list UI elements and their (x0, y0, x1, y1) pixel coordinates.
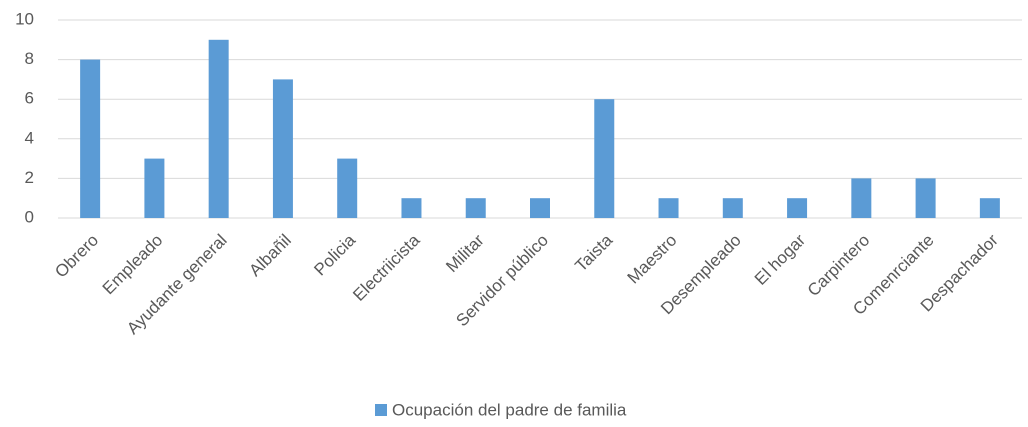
x-tick-label: Policia (310, 230, 359, 279)
bar (722, 198, 743, 218)
bar (979, 198, 1000, 218)
bar (465, 198, 486, 218)
x-tick-label: Carpintero (804, 231, 874, 301)
bar (658, 198, 679, 218)
legend-label: Ocupación del padre de familia (392, 400, 627, 419)
y-tick-label: 8 (25, 49, 34, 68)
x-tick-label: Taista (571, 230, 616, 275)
y-tick-label: 10 (15, 9, 34, 28)
x-tick-label: Empleado (99, 231, 167, 299)
bar (272, 79, 293, 219)
bar (530, 198, 550, 218)
x-tick-label: El hogar (751, 230, 809, 288)
bar (337, 158, 358, 218)
bar (144, 158, 165, 218)
bar (208, 39, 229, 218)
bar (401, 198, 422, 218)
legend-swatch (375, 404, 387, 416)
x-tick-label: Maestro (624, 231, 681, 288)
x-tick-label: Militar (442, 230, 488, 276)
bar (80, 59, 101, 218)
y-tick-label: 4 (25, 128, 34, 147)
y-tick-label: 2 (25, 168, 34, 187)
x-tick-label: Electriicista (349, 230, 424, 305)
y-tick-label: 6 (25, 89, 34, 108)
x-tick-label: Obrero (51, 231, 102, 282)
bar (594, 99, 615, 218)
x-tick-label: Albañil (245, 231, 295, 281)
bar (851, 178, 872, 218)
bar (787, 198, 808, 218)
y-tick-label: 0 (25, 207, 34, 226)
bar (915, 178, 936, 218)
